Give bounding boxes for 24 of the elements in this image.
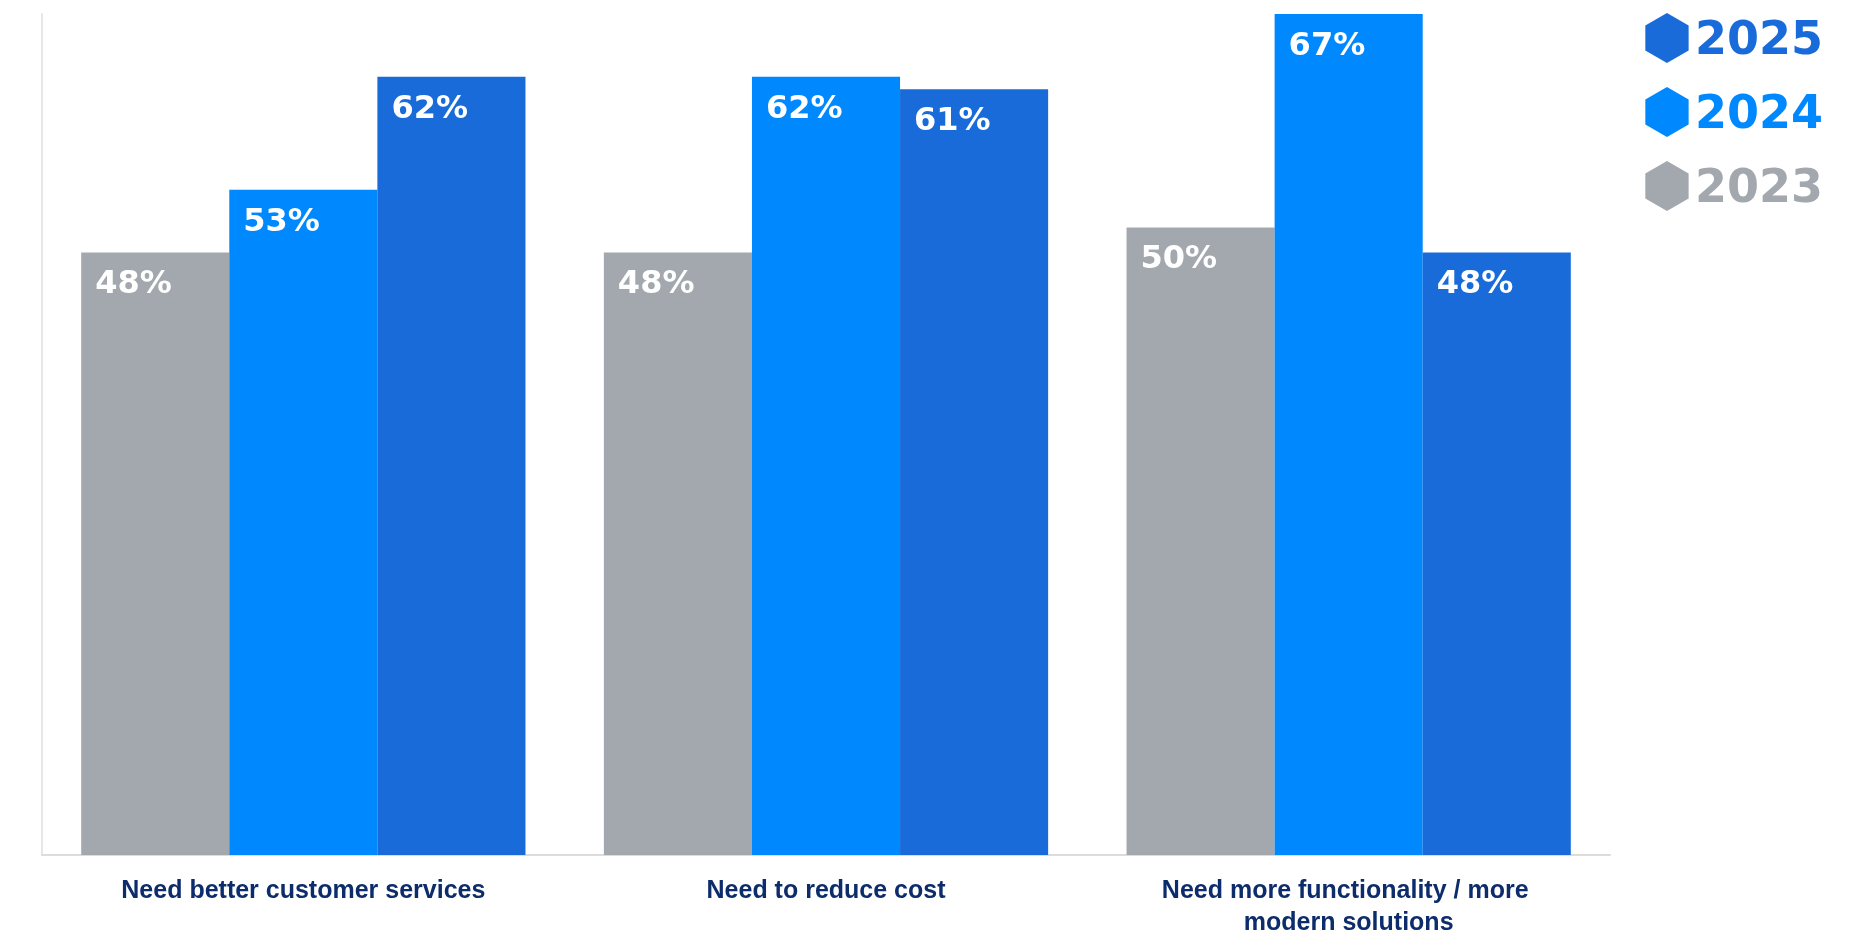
data-label: 50% <box>1140 238 1218 277</box>
bar <box>1126 227 1275 855</box>
bar <box>603 252 752 855</box>
data-label: 62% <box>765 87 843 126</box>
data-label: 48% <box>1436 263 1514 302</box>
data-label: 48% <box>95 263 172 302</box>
bar <box>751 76 901 855</box>
data-label: 53% <box>243 200 320 239</box>
data-label: 67% <box>1288 25 1366 63</box>
bar <box>229 189 378 855</box>
x-tick-label: Need more functionality / more modern solutions <box>1161 875 1536 935</box>
bar <box>1422 252 1571 855</box>
legend-label: 2024 <box>1694 85 1823 139</box>
bar <box>81 252 230 855</box>
legend-label: 2023 <box>1694 159 1823 213</box>
bar <box>377 76 526 855</box>
legend-label: 2025 <box>1694 11 1823 65</box>
bar <box>900 89 1049 855</box>
x-tick-label: Need to reduce cost <box>706 875 947 903</box>
bar <box>1274 14 1423 855</box>
data-label: 61% <box>914 100 991 139</box>
data-label: 48% <box>617 263 695 302</box>
x-tick-label: Need better customer services <box>121 875 486 903</box>
data-label: 62% <box>391 87 468 126</box>
